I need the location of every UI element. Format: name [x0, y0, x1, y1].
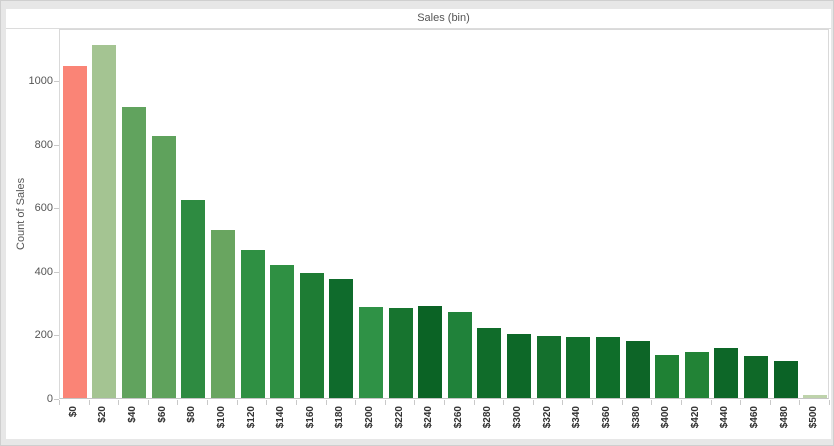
- x-tick-mark: [829, 400, 830, 405]
- x-tick-mark: [355, 400, 356, 405]
- histogram-bar-$100[interactable]: [210, 229, 235, 398]
- x-tick-mark: [385, 400, 386, 405]
- x-tick-label-$60: $60: [156, 406, 168, 423]
- x-tick-label-$400: $400: [660, 406, 672, 429]
- x-tick-label-$320: $320: [541, 406, 553, 429]
- x-tick-mark: [711, 400, 712, 405]
- x-tick-label-$240: $240: [423, 406, 435, 429]
- x-tick-mark: [237, 400, 238, 405]
- histogram-bar-$80[interactable]: [181, 199, 206, 398]
- y-tick-mark: [54, 208, 59, 210]
- histogram-bar-$500[interactable]: [803, 395, 828, 398]
- y-tick-mark: [54, 335, 59, 337]
- x-tick-mark: [503, 400, 504, 405]
- x-tick-label-$200: $200: [363, 406, 375, 429]
- x-tick-label-$0: $0: [67, 406, 79, 418]
- y-tick-mark: [54, 399, 59, 400]
- x-tick-mark: [177, 400, 178, 405]
- x-tick-label-$20: $20: [97, 406, 109, 423]
- x-tick-label-$260: $260: [452, 406, 464, 429]
- x-tick-label-$480: $480: [778, 406, 790, 429]
- chart-panel: Sales (bin) Count of Sales 0 200 400 600 800…: [6, 9, 831, 439]
- histogram-bar-$60[interactable]: [151, 135, 176, 398]
- x-tick-label-$160: $160: [304, 406, 316, 429]
- histogram-bar-$120[interactable]: [240, 250, 265, 398]
- x-tick-mark: [59, 400, 60, 405]
- x-tick-mark: [296, 400, 297, 405]
- histogram-bar-$340[interactable]: [566, 337, 591, 398]
- x-tick-mark: [799, 400, 800, 405]
- x-tick-label-$300: $300: [512, 406, 524, 429]
- x-tick-mark: [266, 400, 267, 405]
- x-tick-label-$40: $40: [127, 406, 139, 423]
- plot-pane: [59, 29, 829, 399]
- chart-header: Sales (bin): [6, 9, 831, 29]
- histogram-bar-$240[interactable]: [418, 305, 443, 398]
- histogram-bar-$0[interactable]: [62, 66, 87, 398]
- x-tick-label-$500: $500: [808, 406, 820, 429]
- x-tick-mark: [118, 400, 119, 405]
- x-tick-mark: [681, 400, 682, 405]
- x-tick-mark: [89, 400, 90, 405]
- x-tick-label-$280: $280: [482, 406, 494, 429]
- y-tick-label: 400: [34, 265, 53, 278]
- x-tick-label-$120: $120: [245, 406, 257, 429]
- x-tick-mark: [562, 400, 563, 405]
- histogram-bar-$300[interactable]: [507, 333, 532, 398]
- histogram-bar-$380[interactable]: [625, 340, 650, 398]
- x-tick-label-$440: $440: [719, 406, 731, 429]
- x-tick-mark: [414, 400, 415, 405]
- x-tick-label-$420: $420: [689, 406, 701, 429]
- histogram-bar-$280[interactable]: [477, 327, 502, 398]
- histogram-bar-$260[interactable]: [447, 312, 472, 398]
- x-tick-mark: [592, 400, 593, 405]
- x-tick-mark: [326, 400, 327, 405]
- chart-title: Sales (bin): [417, 12, 470, 24]
- x-tick-label-$460: $460: [748, 406, 760, 429]
- y-tick-label: 600: [34, 202, 53, 215]
- histogram-bar-$140[interactable]: [270, 264, 295, 398]
- x-tick-label-$180: $180: [334, 406, 346, 429]
- x-tick-label-$140: $140: [275, 406, 287, 429]
- histogram-bar-$220[interactable]: [388, 308, 413, 398]
- x-tick-mark: [740, 400, 741, 405]
- x-tick-mark: [651, 400, 652, 405]
- histogram-bar-$20[interactable]: [92, 45, 117, 398]
- x-tick-mark: [474, 400, 475, 405]
- x-tick-label-$80: $80: [186, 406, 198, 423]
- histogram-bar-$40[interactable]: [122, 107, 147, 398]
- histogram-bar-$460[interactable]: [743, 355, 768, 398]
- x-tick-mark: [622, 400, 623, 405]
- x-tick-mark: [770, 400, 771, 405]
- x-tick-label-$340: $340: [571, 406, 583, 429]
- x-tick-label-$360: $360: [600, 406, 612, 429]
- y-tick-mark: [54, 144, 59, 146]
- x-tick-label-$220: $220: [393, 406, 405, 429]
- histogram-bar-$400[interactable]: [655, 354, 680, 398]
- histogram-bar-$420[interactable]: [684, 351, 709, 398]
- y-tick-label: 1000: [28, 75, 53, 88]
- y-tick-mark: [54, 271, 59, 273]
- x-tick-label-$100: $100: [215, 406, 227, 429]
- x-tick-mark: [444, 400, 445, 405]
- histogram-bar-$320[interactable]: [536, 335, 561, 398]
- y-tick-label: 0: [46, 393, 53, 405]
- x-tick-mark: [207, 400, 208, 405]
- x-tick-mark: [533, 400, 534, 405]
- histogram-bar-$480[interactable]: [773, 361, 798, 398]
- histogram-bar-$200[interactable]: [358, 306, 383, 398]
- histogram-bar-$160[interactable]: [299, 272, 324, 398]
- x-tick-label-$380: $380: [630, 406, 642, 429]
- y-tick-mark: [54, 81, 59, 83]
- y-tick-label: 800: [34, 138, 53, 151]
- histogram-bar-$440[interactable]: [714, 348, 739, 398]
- x-tick-mark: [148, 400, 149, 405]
- histogram-bar-$180[interactable]: [329, 278, 354, 398]
- y-tick-label: 200: [34, 329, 53, 342]
- histogram-bar-$360[interactable]: [595, 336, 620, 398]
